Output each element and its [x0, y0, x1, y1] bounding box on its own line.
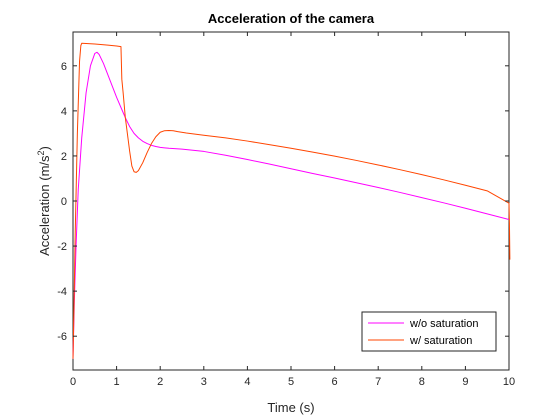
y-tick-label-3: 0: [61, 196, 67, 208]
y-tick-label-2: -2: [57, 241, 67, 253]
x-tick-label-0: 0: [70, 376, 76, 388]
tick-layer: 0 1 2 3 4 5 6 7 8 9 10 -6 -4 -2 0 2 4 6: [57, 32, 515, 388]
legend-box: [361, 311, 497, 352]
x-tick-label-5: 5: [288, 376, 294, 388]
x-tick-label-1: 1: [114, 376, 120, 388]
series-line-1: [72, 42, 511, 359]
x-tick-label-3: 3: [201, 376, 207, 388]
x-tick-label-10: 10: [503, 376, 515, 388]
y-axis-label: Acceleration (m/s2): [36, 146, 52, 256]
x-tick-label-6: 6: [332, 376, 338, 388]
series-layer: [72, 42, 511, 359]
x-tick-label-2: 2: [157, 376, 163, 388]
x-axis-label: Time (s): [267, 400, 314, 415]
y-tick-label-4: 2: [61, 151, 67, 163]
y-tick-label-5: 4: [61, 106, 67, 118]
x-tick-label-7: 7: [375, 376, 381, 388]
y-axis-label-sup: 2: [36, 150, 46, 155]
x-tick-label-9: 9: [462, 376, 468, 388]
x-tick-label-4: 4: [244, 376, 250, 388]
x-tick-label-8: 8: [419, 376, 425, 388]
y-tick-label-0: -6: [57, 331, 67, 343]
chart-title: Acceleration of the camera: [208, 11, 375, 26]
y-axis-label-end: ): [37, 146, 52, 150]
y-tick-label-6: 6: [61, 61, 67, 73]
series-line-0: [72, 51, 510, 359]
y-axis-label-main: Acceleration (m/s: [37, 155, 52, 256]
legend-label-1: w/ saturation: [409, 335, 472, 347]
legend: w/o saturation w/ saturation: [361, 311, 497, 352]
legend-label-0: w/o saturation: [409, 318, 478, 330]
y-tick-label-1: -4: [57, 286, 67, 298]
